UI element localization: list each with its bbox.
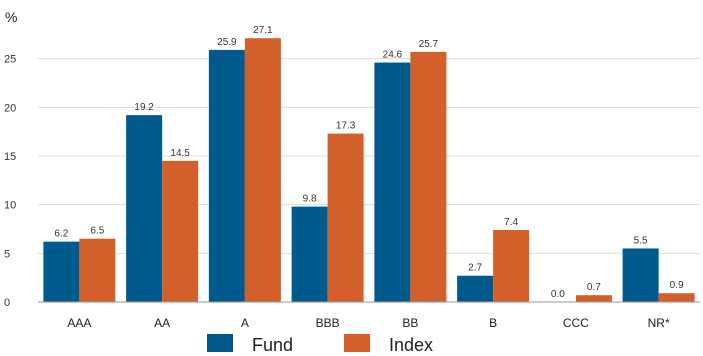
- bars: [43, 38, 695, 303]
- bar-fund-b: [457, 275, 494, 302]
- data-label: 2.7: [468, 263, 482, 274]
- data-label: 6.5: [90, 226, 104, 237]
- bar-fund-nr: [622, 248, 659, 302]
- legend-swatch-index: [344, 334, 370, 352]
- x-category-label: BB: [402, 316, 418, 330]
- data-label: 17.3: [336, 121, 356, 132]
- x-category-label: AAA: [67, 316, 91, 330]
- bar-fund-aaa: [43, 241, 80, 302]
- bar-index-a: [244, 38, 281, 303]
- y-tick-label: 0: [4, 297, 10, 309]
- legend: Fund Index: [207, 334, 433, 355]
- x-axis-categories: AAA AA A BBB BB B CCC NR*: [67, 316, 670, 330]
- data-label: 14.5: [170, 148, 190, 159]
- bar-index-nr: [658, 293, 695, 302]
- x-category-label: A: [241, 316, 249, 330]
- data-label: 7.4: [504, 217, 518, 228]
- bar-fund-a: [208, 49, 245, 303]
- y-axis-ticks: 0 5 10 15 20 25: [4, 54, 16, 309]
- y-tick-label: 20: [4, 102, 16, 114]
- bar-index-aaa: [79, 238, 116, 302]
- x-category-label: AA: [154, 316, 170, 330]
- y-axis-unit-label: %: [5, 9, 17, 25]
- x-category-label: NR*: [648, 316, 670, 330]
- x-category-label: B: [489, 316, 497, 330]
- bar-index-ccc: [575, 295, 612, 302]
- data-labels: 6.2 6.5 19.2 14.5 25.9 27.1 9.8 17.3 24.6 25.7 2.7…: [54, 25, 684, 300]
- y-tick-label: 5: [4, 248, 10, 260]
- bar-fund-bb: [374, 62, 411, 303]
- data-label: 0.7: [587, 282, 601, 293]
- data-label: 27.1: [253, 25, 273, 36]
- data-label: 5.5: [634, 235, 648, 246]
- bar-fund-aa: [126, 115, 163, 303]
- y-tick-label: 15: [4, 151, 16, 163]
- x-category-label: BBB: [316, 316, 340, 330]
- bar-fund-bbb: [291, 206, 328, 302]
- y-tick-label: 10: [4, 200, 16, 212]
- data-label: 0.9: [670, 280, 684, 291]
- data-label: 19.2: [134, 102, 154, 113]
- bar-index-bb: [410, 51, 447, 302]
- data-label: 24.6: [383, 50, 403, 61]
- x-category-label: CCC: [563, 316, 589, 330]
- legend-label-fund: Fund: [252, 335, 293, 355]
- legend-swatch-fund: [207, 334, 233, 352]
- bar-index-b: [493, 229, 530, 302]
- data-label: 25.7: [419, 39, 439, 50]
- data-label: 25.9: [217, 37, 237, 48]
- data-label: 6.2: [54, 229, 68, 240]
- bar-index-bbb: [327, 133, 364, 302]
- data-label: 9.8: [303, 194, 317, 205]
- bar-index-aa: [162, 160, 199, 302]
- y-tick-label: 25: [4, 54, 16, 66]
- data-label: 0.0: [551, 289, 565, 300]
- legend-label-index: Index: [389, 335, 433, 355]
